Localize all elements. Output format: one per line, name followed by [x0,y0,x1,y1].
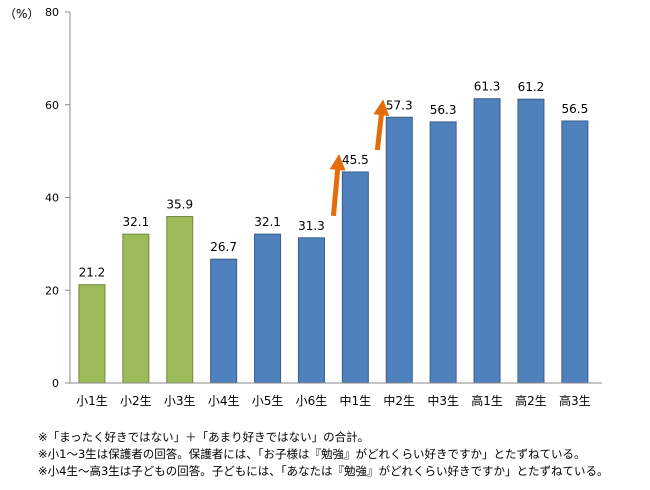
data-label: 32.1 [254,215,281,229]
bar [561,120,589,384]
trend-arrows [329,99,390,217]
x-tick-label: 高2生 [515,393,547,408]
x-tick-label: 小1生 [76,394,108,408]
bar [385,116,413,384]
x-tick-label: 小6生 [296,394,328,408]
data-label: 26.7 [210,240,237,254]
data-label: 56.3 [430,103,457,117]
y-tick-label: 0 [52,377,59,390]
y-axis: 0 20 40 60 80 [45,6,71,390]
trend-arrow [329,154,346,217]
bar [78,284,106,384]
x-axis: 小1生 小2生 小3生 小4生 小5生 小6生 中1生 中2生 中3生 高1生 高2生 高3生 [70,382,602,408]
bar [429,121,457,384]
data-label: 61.3 [474,80,501,94]
x-tick-label: 小2生 [120,394,152,408]
x-tick-label: 中3生 [427,393,459,408]
y-tick-label: 40 [45,192,59,205]
data-label: 31.3 [298,219,325,233]
data-label: 57.3 [386,98,413,112]
footnote-1: ※「まったく好きではない」＋「あまり好きではない」の合計。 [38,430,370,444]
x-tick-label: 中1生 [340,393,372,408]
bar [122,233,150,384]
data-label: 32.1 [122,215,149,229]
x-tick-label: 小3生 [164,394,196,408]
y-tick-label: 60 [45,99,59,112]
data-label: 61.2 [518,80,545,94]
data-label: 45.5 [342,153,369,167]
data-label: 56.5 [561,102,588,116]
bar [210,258,238,384]
footnote-2: ※小1～3生は保護者の回答。保護者には、「お子様は『勉強』がどれくらい好きですか… [38,447,586,461]
bars [78,98,589,384]
x-tick-label: 高3生 [559,393,591,408]
bar [517,98,545,384]
value-labels: 21.2 32.1 35.9 26.7 32.1 31.3 45.5 57.3 56.3 61.3… [79,80,589,280]
y-tick-label: 20 [45,284,59,297]
bar [297,237,325,384]
x-tick-label: 小4生 [208,394,240,408]
bar [473,98,501,384]
footnote-3: ※小4生～高3生は子どもの回答。子どもには、「あなたは『勉強』がどれくらい好きで… [38,464,609,478]
bar-chart: （%） 0 20 40 60 80 21.2 32.1 35.9 26.7 32.1 31.3 45… [4,6,602,408]
y-unit-label: （%） [4,7,39,21]
bar [254,233,282,384]
bar [166,216,194,384]
trend-arrow [373,99,390,151]
x-tick-label: 小5生 [252,394,284,408]
x-tick-label: 高1生 [471,393,503,408]
y-tick-label: 80 [45,6,59,19]
data-label: 35.9 [166,198,193,212]
bar [341,171,369,384]
x-tick-label: 中2生 [383,393,415,408]
data-label: 21.2 [79,266,106,280]
